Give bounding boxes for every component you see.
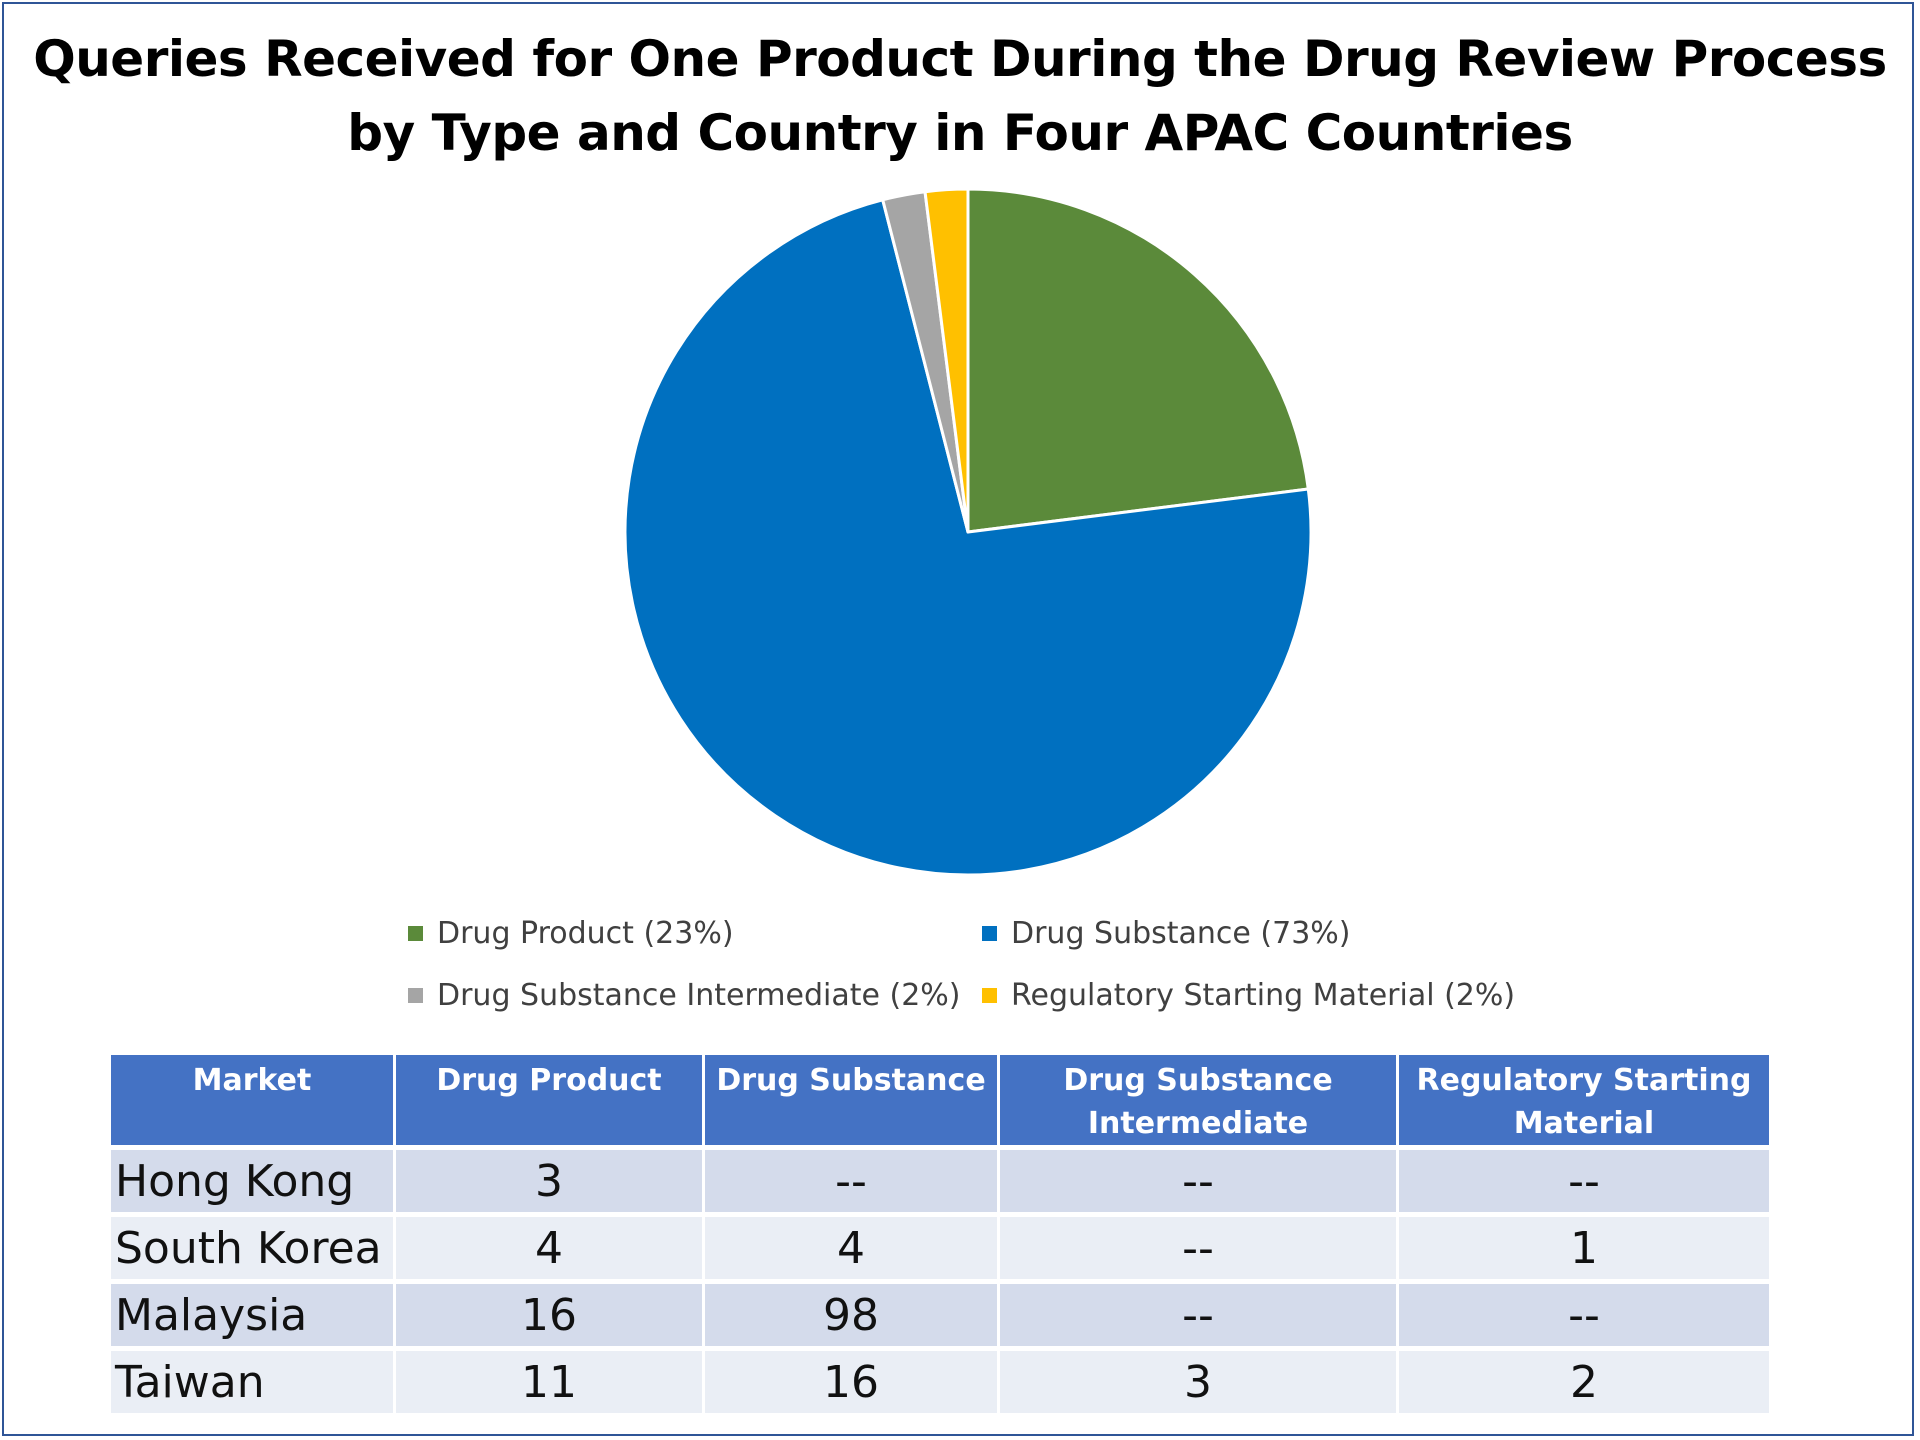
header-drug-product: Drug Product <box>396 1055 702 1145</box>
table-row: South Korea 4 4 -- 1 <box>111 1217 1769 1279</box>
cell-regulatory-starting-material: 1 <box>1399 1217 1769 1279</box>
pie-slice-drug-product <box>966 187 1310 534</box>
cell-drug-substance: 4 <box>705 1217 997 1279</box>
header-regulatory-starting-material: Regulatory Starting Material <box>1399 1055 1769 1145</box>
cell-market: Taiwan <box>111 1351 393 1413</box>
pie-slice-drug-substance <box>623 198 1313 877</box>
header-drug-substance-intermediate: Drug Substance Intermediate <box>1000 1055 1396 1145</box>
chart-title: Queries Received for One Product During … <box>33 30 1887 162</box>
cell-drug-substance-intermediate: 3 <box>1000 1351 1396 1413</box>
table-row: Malaysia 16 98 -- -- <box>111 1284 1769 1346</box>
cell-drug-product: 11 <box>396 1351 702 1413</box>
cell-drug-substance-intermediate: -- <box>1000 1284 1396 1346</box>
legend-item-drug-substance: Drug Substance (73%) <box>982 916 1351 951</box>
legend-swatch <box>408 988 423 1003</box>
pie-slice-regulatory-starting-material <box>923 187 970 534</box>
table-header-row: Market Drug Product Drug Substance Drug … <box>111 1055 1769 1145</box>
cell-drug-substance: -- <box>705 1150 997 1212</box>
legend-item-regulatory-starting-material: Regulatory Starting Material (2%) <box>982 978 1515 1013</box>
legend-item-drug-substance-intermediate: Drug Substance Intermediate (2%) <box>408 978 961 1013</box>
cell-regulatory-starting-material: 2 <box>1399 1351 1769 1413</box>
cell-drug-substance-intermediate: -- <box>1000 1150 1396 1212</box>
cell-regulatory-starting-material: -- <box>1399 1284 1769 1346</box>
cell-drug-substance: 98 <box>705 1284 997 1346</box>
cell-drug-product: 4 <box>396 1217 702 1279</box>
table-row: Taiwan 11 16 3 2 <box>111 1351 1769 1413</box>
legend-label: Regulatory Starting Material (2%) <box>1011 978 1516 1013</box>
cell-regulatory-starting-material: -- <box>1399 1150 1769 1212</box>
legend-item-drug-product: Drug Product (23%) <box>408 916 734 951</box>
header-market: Market <box>111 1055 393 1145</box>
header-drug-substance: Drug Substance <box>705 1055 997 1145</box>
legend-label: Drug Substance Intermediate (2%) <box>437 978 961 1013</box>
legend-swatch <box>982 926 997 941</box>
cell-market: Hong Kong <box>111 1150 393 1212</box>
cell-market: Malaysia <box>111 1284 393 1346</box>
cell-drug-product: 16 <box>396 1284 702 1346</box>
cell-drug-product: 3 <box>396 1150 702 1212</box>
legend-swatch <box>982 988 997 1003</box>
cell-drug-substance-intermediate: -- <box>1000 1217 1396 1279</box>
queries-table: Market Drug Product Drug Substance Drug … <box>108 1050 1772 1418</box>
legend-label: Drug Substance (73%) <box>1011 916 1351 951</box>
cell-market: South Korea <box>111 1217 393 1279</box>
legend-swatch <box>408 926 423 941</box>
cell-drug-substance: 16 <box>705 1351 997 1413</box>
table-row: Hong Kong 3 -- -- -- <box>111 1150 1769 1212</box>
legend-label: Drug Product (23%) <box>437 916 734 951</box>
